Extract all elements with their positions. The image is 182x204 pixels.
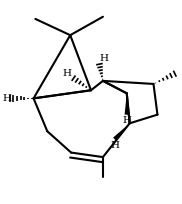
- Text: H: H: [63, 69, 72, 78]
- Polygon shape: [113, 123, 130, 140]
- Text: H: H: [99, 54, 108, 63]
- Text: H: H: [3, 94, 11, 103]
- Polygon shape: [125, 93, 129, 115]
- Text: H: H: [122, 116, 131, 125]
- Text: H: H: [111, 141, 120, 150]
